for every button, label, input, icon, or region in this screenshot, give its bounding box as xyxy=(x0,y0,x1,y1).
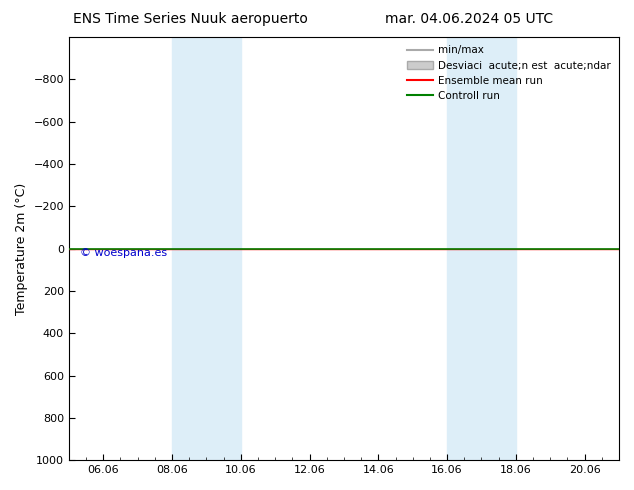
Text: mar. 04.06.2024 05 UTC: mar. 04.06.2024 05 UTC xyxy=(385,12,553,26)
Text: © woespana.es: © woespana.es xyxy=(80,248,167,258)
Bar xyxy=(447,37,516,460)
Bar xyxy=(172,37,241,460)
Legend: min/max, Desviaci  acute;n est  acute;ndar, Ensemble mean run, Controll run: min/max, Desviaci acute;n est acute;ndar… xyxy=(404,42,614,104)
Text: ENS Time Series Nuuk aeropuerto: ENS Time Series Nuuk aeropuerto xyxy=(73,12,307,26)
Y-axis label: Temperature 2m (°C): Temperature 2m (°C) xyxy=(15,182,28,315)
